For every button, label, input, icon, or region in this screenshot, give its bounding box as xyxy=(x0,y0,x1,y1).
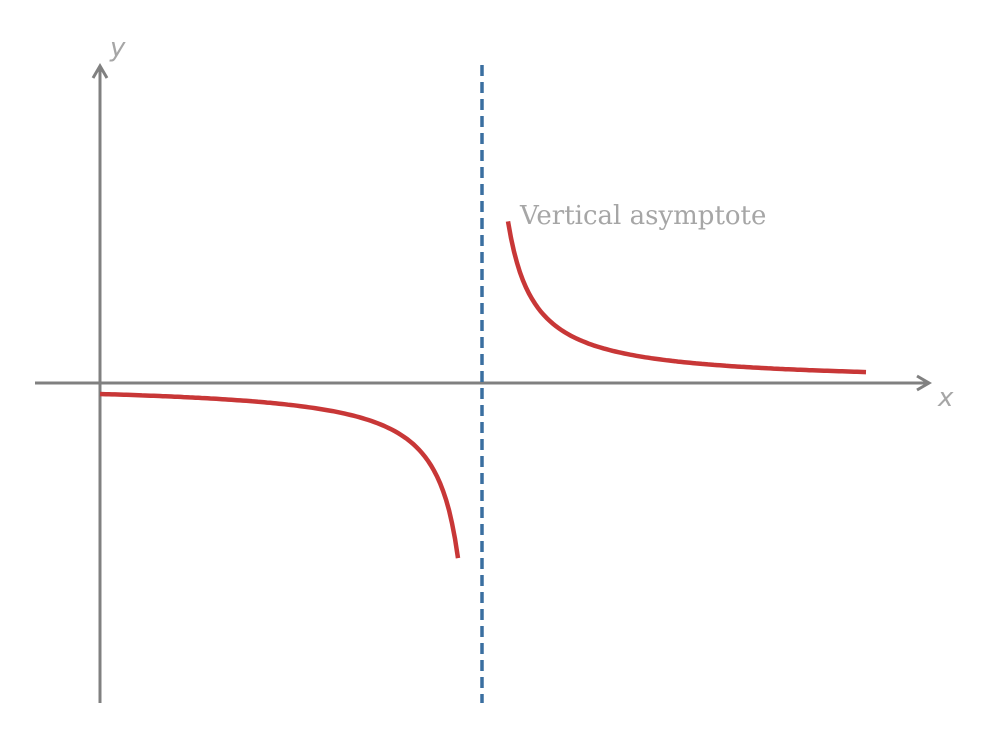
y-axis-label: y xyxy=(109,33,126,63)
x-axis-label: x xyxy=(937,383,954,413)
annotation: Vertical asymptote xyxy=(519,201,766,231)
x-arrow xyxy=(916,374,932,392)
axes xyxy=(35,63,932,703)
curve-left xyxy=(99,391,461,559)
curve-right xyxy=(505,220,867,375)
y-arrow xyxy=(91,63,109,79)
